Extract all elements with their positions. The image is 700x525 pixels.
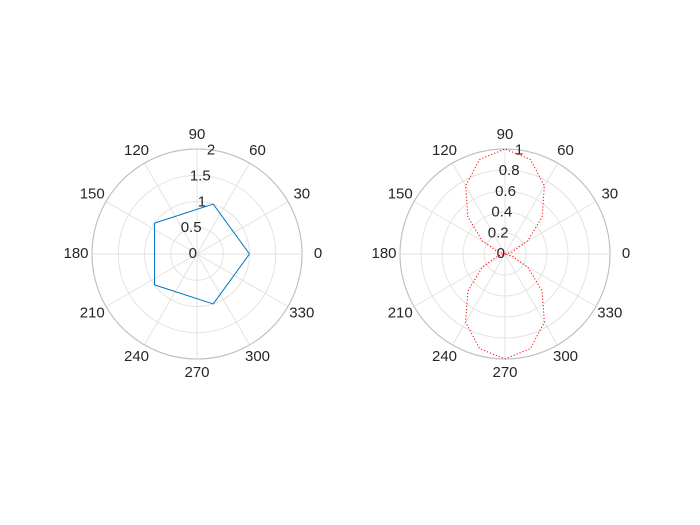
theta-grid-line	[196, 201, 289, 255]
r-tick-label: 0.6	[495, 183, 516, 200]
theta-tick-label: 0	[622, 245, 630, 262]
theta-grid-line	[413, 201, 506, 255]
polar-line	[154, 203, 250, 305]
theta-grid-line	[105, 201, 198, 255]
theta-grid-line	[413, 253, 506, 307]
theta-grid-line	[105, 253, 198, 307]
theta-tick-label: 120	[124, 142, 149, 159]
theta-tick-label: 210	[388, 304, 413, 321]
theta-grid-line	[504, 253, 597, 307]
theta-grid-line	[504, 253, 558, 346]
theta-tick-label: 210	[80, 304, 105, 321]
theta-tick-label: 0	[314, 245, 322, 262]
theta-tick-label: 270	[184, 364, 209, 381]
r-tick-label: 2	[207, 142, 215, 159]
r-tick-label: 0.8	[499, 162, 520, 179]
theta-grid-line	[504, 162, 558, 255]
theta-grid-line	[144, 162, 198, 255]
theta-tick-label: 240	[432, 348, 457, 365]
theta-tick-label: 90	[497, 126, 514, 143]
theta-grid-line	[196, 162, 250, 255]
theta-tick-label: 300	[553, 348, 578, 365]
r-tick-label: 0.4	[491, 204, 512, 221]
theta-tick-label: 330	[597, 304, 622, 321]
theta-tick-label: 30	[293, 185, 310, 202]
theta-grid-line	[144, 253, 198, 346]
r-tick-label: 0	[497, 245, 505, 262]
theta-tick-label: 330	[289, 304, 314, 321]
theta-tick-label: 180	[371, 245, 396, 262]
theta-grid-line	[196, 253, 250, 346]
r-tick-label: 1	[198, 193, 206, 210]
theta-tick-label: 150	[388, 185, 413, 202]
r-tick-label: 1	[515, 142, 523, 159]
theta-tick-label: 120	[432, 142, 457, 159]
theta-tick-label: 240	[124, 348, 149, 365]
theta-grid-line	[504, 201, 597, 255]
theta-tick-label: 300	[245, 348, 270, 365]
polar-line	[465, 148, 545, 360]
polar-outline	[91, 148, 303, 360]
theta-tick-label: 150	[80, 185, 105, 202]
theta-tick-label: 180	[63, 245, 88, 262]
r-tick-label: 1.5	[190, 167, 211, 184]
r-tick-label: 0.2	[488, 224, 509, 241]
r-tick-label: 0.5	[181, 219, 202, 236]
theta-grid-line	[452, 253, 506, 346]
theta-grid-line	[452, 162, 506, 255]
theta-tick-label: 270	[492, 364, 517, 381]
r-tick-label: 0	[189, 245, 197, 262]
theta-tick-label: 90	[189, 126, 206, 143]
theta-tick-label: 60	[557, 142, 574, 159]
theta-tick-label: 60	[249, 142, 266, 159]
theta-tick-label: 30	[601, 185, 618, 202]
theta-grid-line	[196, 253, 289, 307]
